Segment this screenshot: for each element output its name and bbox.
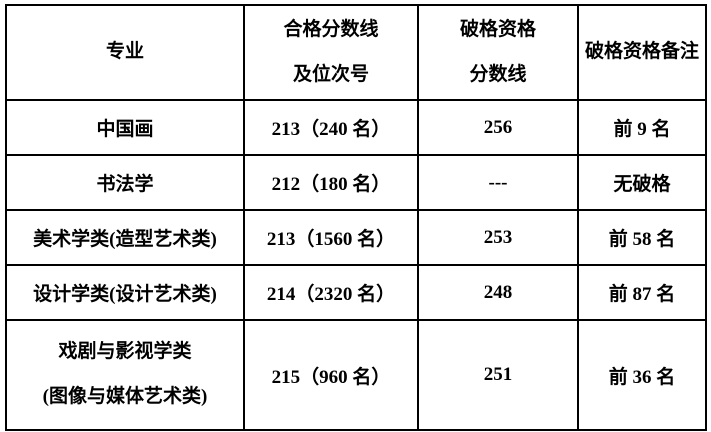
waiver-score-cell: --- [417, 154, 579, 211]
header-major: 专业 [5, 4, 245, 101]
table-row: 戏剧与影视学类 (图像与媒体艺术类) 215（960 名） 251 前 36 名 [5, 319, 707, 431]
waiver-score-cell: 251 [417, 319, 579, 431]
pass-score-cell: 215（960 名） [243, 319, 419, 431]
header-waiver-score-line2: 分数线 [469, 63, 527, 85]
header-pass-score: 合格分数线 及位次号 [243, 4, 419, 101]
pass-score-cell: 213（1560 名） [243, 209, 419, 266]
waiver-note-cell: 前 58 名 [577, 209, 707, 266]
waiver-note-cell: 无破格 [577, 154, 707, 211]
table-row: 美术学类(造型艺术类) 213（1560 名） 253 前 58 名 [5, 209, 707, 266]
table-row: 书法学 212（180 名） --- 无破格 [5, 154, 707, 211]
waiver-score-cell: 248 [417, 264, 579, 321]
header-waiver-score: 破格资格 分数线 [417, 4, 579, 101]
header-waiver-note: 破格资格备注 [577, 4, 707, 101]
header-pass-score-line2: 及位次号 [292, 63, 369, 85]
pass-score-cell: 213（240 名） [243, 99, 419, 156]
major-cell: 书法学 [5, 154, 245, 211]
major-cell: 戏剧与影视学类 (图像与媒体艺术类) [5, 319, 245, 431]
header-major-label: 专业 [105, 41, 144, 63]
table-row: 中国画 213（240 名） 256 前 9 名 [5, 99, 707, 156]
waiver-note-cell: 前 36 名 [577, 319, 707, 431]
major-cell: 设计学类(设计艺术类) [5, 264, 245, 321]
waiver-score-cell: 256 [417, 99, 579, 156]
score-table-container: 专业 合格分数线 及位次号 破格资格 分数线 破格资格备注 中国画 213（24… [5, 4, 707, 431]
header-pass-score-line1: 合格分数线 [283, 18, 379, 40]
major-line1: 戏剧与影视学类 [58, 341, 192, 363]
pass-score-cell: 212（180 名） [243, 154, 419, 211]
header-row: 专业 合格分数线 及位次号 破格资格 分数线 破格资格备注 [5, 4, 707, 101]
waiver-note-cell: 前 9 名 [577, 99, 707, 156]
header-waiver-note-label: 破格资格备注 [584, 41, 699, 63]
header-waiver-score-line1: 破格资格 [459, 18, 536, 40]
pass-score-cell: 214（2320 名） [243, 264, 419, 321]
table-row: 设计学类(设计艺术类) 214（2320 名） 248 前 87 名 [5, 264, 707, 321]
major-line2: (图像与媒体艺术类) [42, 386, 208, 407]
major-cell: 美术学类(造型艺术类) [5, 209, 245, 266]
waiver-score-cell: 253 [417, 209, 579, 266]
major-cell: 中国画 [5, 99, 245, 156]
admission-score-table: 专业 合格分数线 及位次号 破格资格 分数线 破格资格备注 中国画 213（24… [5, 4, 707, 431]
waiver-note-cell: 前 87 名 [577, 264, 707, 321]
